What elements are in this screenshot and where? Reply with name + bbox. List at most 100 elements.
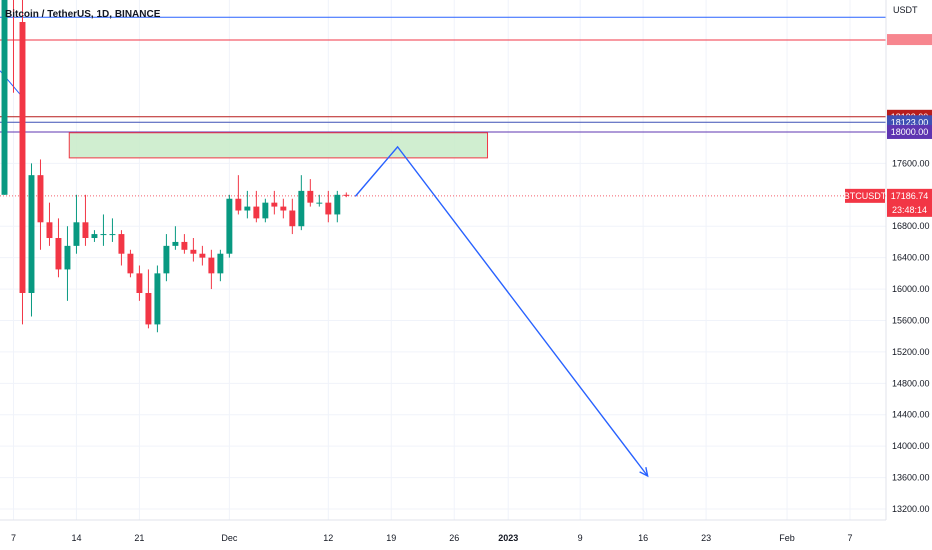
candle-body bbox=[298, 190, 305, 227]
candle-body bbox=[334, 194, 341, 215]
candle bbox=[172, 226, 179, 250]
projection-arrowhead bbox=[639, 467, 649, 478]
candle-body bbox=[190, 249, 197, 254]
time-tick-label: Dec bbox=[221, 533, 238, 543]
candle bbox=[244, 190, 251, 219]
candle-body bbox=[127, 253, 134, 274]
candle bbox=[280, 198, 287, 219]
countdown-value: 23:48:14 bbox=[892, 205, 927, 215]
candle bbox=[55, 218, 62, 278]
price-tick-label: 15600.00 bbox=[892, 315, 930, 325]
candle-body bbox=[46, 222, 53, 239]
time-tick-label: 7 bbox=[11, 533, 16, 543]
candle bbox=[19, 0, 26, 325]
candle bbox=[190, 238, 197, 262]
price-tick-label: 14000.00 bbox=[892, 441, 930, 451]
candle-body bbox=[136, 273, 143, 293]
candle-body bbox=[244, 206, 251, 211]
candle bbox=[136, 265, 143, 301]
candle-body bbox=[199, 253, 206, 258]
candle bbox=[154, 265, 161, 333]
candle bbox=[343, 192, 350, 198]
candle bbox=[163, 234, 170, 282]
symbol-tag bbox=[845, 188, 885, 203]
time-tick-label: 19 bbox=[386, 533, 396, 543]
candle-body bbox=[64, 245, 71, 270]
candle-body bbox=[37, 175, 44, 223]
candle bbox=[91, 230, 98, 242]
zone-rect bbox=[68, 132, 489, 159]
time-tick-label: 12 bbox=[323, 533, 333, 543]
candle-body bbox=[316, 202, 323, 204]
candle-body bbox=[208, 257, 215, 274]
chart-title: Bitcoin / TetherUS, 1D, BINANCE bbox=[5, 9, 161, 20]
candle-body bbox=[163, 245, 170, 274]
candle-body bbox=[343, 194, 350, 196]
candle bbox=[118, 230, 125, 266]
current-price-value: 17186.74 bbox=[891, 191, 929, 201]
time-axis[interactable]: 7 14 21 Dec 12 19 26 2023 9 16 23 Feb 7 bbox=[11, 533, 853, 543]
time-tick-label: Feb bbox=[779, 533, 795, 543]
candle-body bbox=[307, 190, 314, 203]
candle-body bbox=[19, 21, 26, 293]
price-tick-label: 16800.00 bbox=[892, 221, 930, 231]
candle bbox=[235, 175, 242, 215]
candle bbox=[37, 159, 44, 250]
candle bbox=[73, 194, 80, 254]
price-tick-label: 13200.00 bbox=[892, 504, 930, 514]
candle-body bbox=[226, 198, 233, 254]
candle bbox=[145, 269, 152, 329]
supply-zone bbox=[68, 132, 489, 159]
projection-path bbox=[354, 145, 649, 478]
candle-body bbox=[145, 292, 152, 325]
time-tick-label: 7 bbox=[848, 533, 853, 543]
candle bbox=[28, 163, 35, 317]
candle bbox=[208, 249, 215, 290]
candle bbox=[271, 190, 278, 215]
price-axis[interactable]: 13200.00 13600.00 14000.00 14400.00 14800.00… bbox=[892, 158, 930, 514]
price-tags: 18193.0018123.0018000.00BTCUSDT17186.742… bbox=[844, 34, 932, 217]
price-tick-label: 16000.00 bbox=[892, 284, 930, 294]
candle-body bbox=[109, 234, 116, 236]
candle-body bbox=[235, 198, 242, 211]
time-tick-label: 16 bbox=[638, 533, 648, 543]
horizontal-levels bbox=[0, 16, 886, 197]
level-tag bbox=[887, 124, 932, 139]
time-tick-label: 23 bbox=[701, 533, 711, 543]
candle bbox=[316, 194, 323, 207]
candle bbox=[127, 249, 134, 278]
candle-body bbox=[325, 202, 332, 215]
candle bbox=[334, 190, 341, 223]
candle-body bbox=[55, 238, 62, 270]
candle bbox=[217, 249, 224, 282]
candle-body bbox=[280, 206, 287, 211]
candle bbox=[199, 245, 206, 266]
price-tick-label: 17600.00 bbox=[892, 158, 930, 168]
grid-lines bbox=[0, 0, 886, 520]
candle bbox=[109, 218, 116, 242]
candle-body bbox=[217, 253, 224, 274]
candle bbox=[298, 175, 305, 231]
candle-body bbox=[262, 202, 269, 219]
candle bbox=[307, 179, 314, 207]
candle bbox=[262, 198, 269, 223]
price-tick-label: 16400.00 bbox=[892, 253, 930, 263]
candle bbox=[325, 190, 332, 223]
current-price-tag bbox=[887, 188, 932, 217]
time-tick-label: 21 bbox=[134, 533, 144, 543]
symbol-tag-label: BTCUSDT bbox=[844, 191, 887, 201]
candle bbox=[181, 234, 188, 254]
candle-body bbox=[91, 234, 98, 239]
candle-body bbox=[172, 241, 179, 246]
candle-body bbox=[118, 234, 125, 254]
candle-body bbox=[271, 202, 278, 207]
candles bbox=[1, 0, 350, 333]
candle bbox=[64, 226, 71, 301]
candle-body bbox=[100, 234, 107, 236]
candle bbox=[253, 190, 260, 223]
price-tick-label: 14800.00 bbox=[892, 378, 930, 388]
price-tick-label: 15200.00 bbox=[892, 347, 930, 357]
time-tick-label: 2023 bbox=[498, 533, 518, 543]
candle-body bbox=[82, 222, 89, 239]
